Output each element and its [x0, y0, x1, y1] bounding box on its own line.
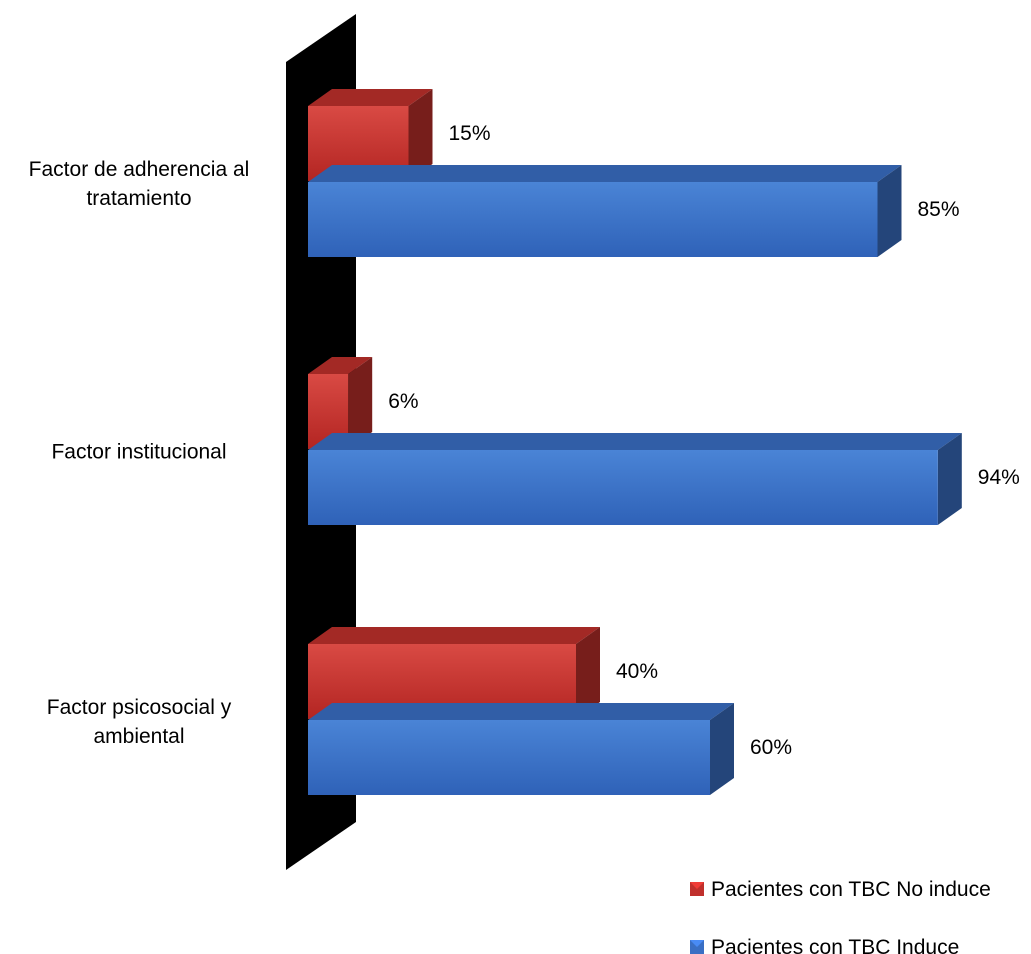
bar-top-face: [308, 627, 600, 644]
bar: [308, 433, 962, 525]
bar-front-face: [308, 720, 710, 795]
legend-label: Pacientes con TBC No induce: [711, 878, 991, 901]
bar-side-face: [408, 89, 433, 181]
data-label: 94%: [978, 466, 1020, 489]
bar: [308, 357, 373, 449]
bar-side-face: [348, 357, 373, 449]
category-label: tratamiento: [86, 187, 191, 210]
category-label: Factor de adherencia al: [29, 158, 250, 181]
bar-front-face: [308, 450, 938, 525]
bar-top-face: [308, 703, 734, 720]
data-label: 60%: [750, 736, 792, 759]
bar: [308, 703, 734, 795]
legend-key-highlight: [690, 940, 704, 947]
legend-key-icon: [690, 940, 704, 954]
category-labels: Factor de adherencia al tratamiento Factor…: [29, 158, 250, 748]
bar-top-face: [308, 357, 373, 374]
bar-top-face: [308, 433, 962, 450]
bar: [308, 89, 433, 181]
bar: [308, 165, 902, 257]
legend-key-highlight: [690, 882, 704, 889]
data-label: 15%: [449, 122, 491, 145]
bar-front-face: [308, 182, 878, 257]
category-label: ambiental: [93, 725, 184, 748]
bar-side-face: [710, 703, 734, 795]
category-label: Factor psicosocial y: [47, 696, 232, 719]
data-labels: 15% 85% 6% 94% 40% 60%: [388, 122, 1020, 759]
data-label: 40%: [616, 660, 658, 683]
bar-top-face: [308, 165, 902, 182]
legend-label: Pacientes con TBC Induce: [711, 936, 959, 954]
legend: Pacientes con TBC No induce Pacientes con…: [690, 878, 991, 954]
legend-key-icon: [690, 882, 704, 896]
category-label: Factor institucional: [51, 441, 226, 464]
bars-layer: [308, 89, 962, 795]
data-label: 85%: [918, 198, 960, 221]
bar-side-face: [877, 165, 902, 257]
bar-side-face: [576, 627, 600, 719]
data-label: 6%: [388, 390, 418, 413]
bar-top-face: [308, 89, 433, 106]
bar-side-face: [937, 433, 962, 525]
